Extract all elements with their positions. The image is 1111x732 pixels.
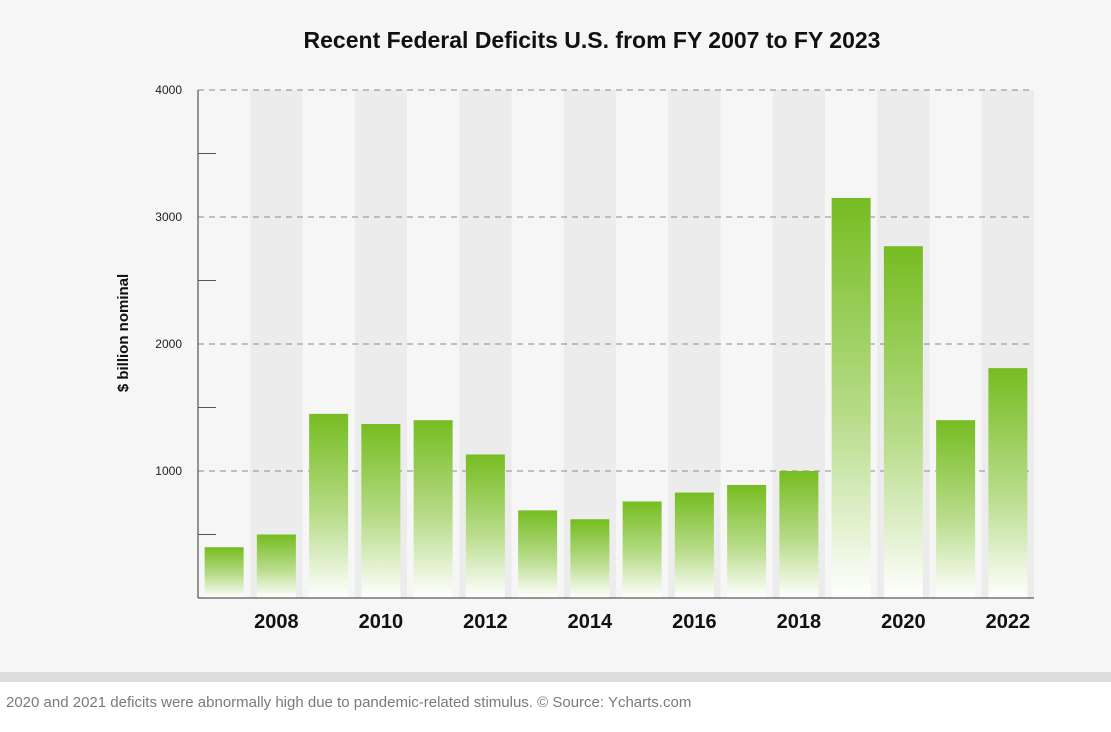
x-tick-label: 2014: [568, 611, 613, 633]
figure-caption: 2020 and 2021 deficits were abnormally h…: [6, 694, 692, 711]
bar-2019: [831, 197, 871, 598]
bar-2015: [622, 501, 662, 598]
y-axis-label: $ billion nominal: [115, 274, 132, 392]
bar-2018: [779, 471, 819, 598]
x-tick-label: 2010: [359, 611, 404, 633]
bar-2022: [988, 368, 1028, 598]
x-tick-label: 2018: [777, 611, 822, 633]
x-tick-label: 2022: [986, 611, 1031, 633]
bar-2020: [883, 246, 923, 598]
x-tick-label: 2016: [672, 611, 717, 633]
bar-2013: [518, 510, 558, 598]
bar-2017: [727, 484, 767, 598]
deficit-bar-chart: 1000 2000 3000 4000 2008 2010 2012 2014 2016 201…: [115, 27, 1034, 633]
y-tick-label: 1000: [155, 464, 182, 478]
bar-2011: [413, 420, 453, 598]
bar-2012: [465, 454, 505, 598]
bar-2008: [256, 534, 296, 598]
y-tick-label: 4000: [155, 83, 182, 97]
bar-2007: [204, 547, 244, 598]
y-tick-label: 2000: [155, 337, 182, 351]
bar-2016: [674, 492, 714, 598]
bar-2010: [361, 424, 401, 598]
bar-2009: [309, 413, 349, 598]
chart-title: Recent Federal Deficits U.S. from FY 200…: [304, 27, 881, 53]
bar-2014: [570, 519, 610, 598]
x-tick-label: 2012: [463, 611, 508, 633]
x-tick-label: 2020: [881, 611, 926, 633]
y-tick-label: 3000: [155, 210, 182, 224]
bar-2021: [936, 420, 976, 598]
panel-divider: [0, 672, 1111, 682]
x-tick-label: 2008: [254, 611, 299, 633]
